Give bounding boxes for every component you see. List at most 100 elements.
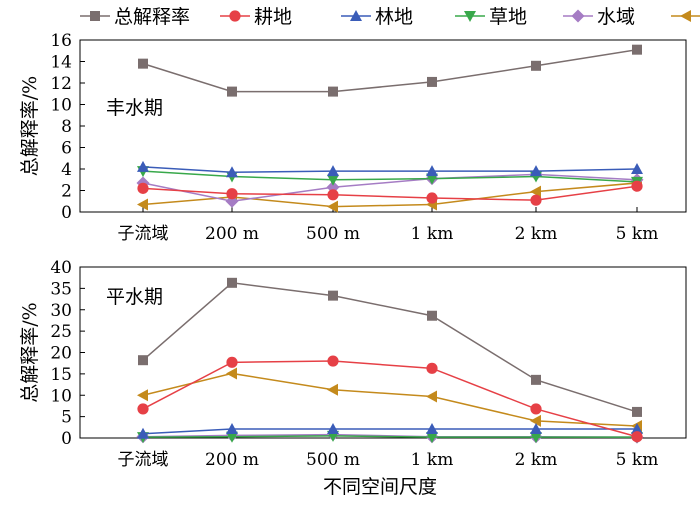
data-point	[137, 198, 148, 211]
series-草地	[137, 430, 643, 444]
x-tick-label: 子流域	[118, 224, 169, 244]
series-耕地	[137, 180, 643, 206]
y-tick-label: 0	[61, 429, 72, 449]
data-point	[138, 355, 148, 366]
data-point	[226, 166, 238, 178]
x-tick-label: 200 m	[205, 450, 259, 470]
legend-label: 林地	[375, 6, 413, 28]
legend-marker	[680, 10, 691, 22]
series-line	[142, 182, 638, 208]
legend-marker	[350, 10, 362, 21]
x-tick-label: 1 km	[411, 224, 454, 244]
series-耕地	[137, 355, 643, 443]
data-point	[631, 431, 643, 443]
series-line	[142, 435, 637, 438]
legend-entry: 草地	[455, 6, 527, 28]
data-point	[631, 180, 643, 192]
series-line	[142, 170, 638, 183]
series-城镇	[137, 367, 642, 433]
data-point	[426, 432, 438, 444]
x-tick-label: 500 m	[306, 450, 360, 470]
y-tick-label: 4	[61, 160, 72, 180]
data-point	[327, 165, 339, 177]
y-tick-label: 25	[50, 322, 72, 342]
series-line	[142, 185, 638, 201]
panel-title: 平水期	[106, 286, 163, 308]
data-point	[328, 290, 338, 301]
legend-marker	[464, 11, 476, 22]
series-林地	[137, 160, 643, 178]
data-point	[226, 356, 238, 368]
series-林地	[137, 423, 643, 439]
legend-entry: 林地	[341, 6, 413, 28]
data-point	[530, 423, 542, 435]
data-point	[327, 355, 339, 367]
legend-entry: 水域	[563, 6, 635, 28]
y-tick-label: 20	[50, 344, 72, 364]
y-tick-label: 10	[50, 386, 72, 406]
legend-entry: 总解释率	[80, 6, 190, 28]
data-point	[427, 76, 437, 87]
data-point	[327, 383, 338, 396]
y-tick-label: 14	[50, 53, 72, 73]
data-point	[530, 165, 542, 177]
data-point	[226, 431, 238, 443]
data-point	[137, 160, 149, 172]
legend: 总解释率 耕地 林地 草地 水域 城镇	[80, 6, 700, 28]
data-point	[138, 58, 148, 69]
y-tick-label: 30	[50, 301, 72, 321]
series-line	[142, 372, 638, 427]
data-point	[631, 163, 643, 174]
data-point	[631, 423, 643, 435]
y-tick-label: 16	[50, 31, 72, 51]
series-总解释率	[138, 44, 642, 97]
legend-marker	[90, 11, 100, 21]
data-point	[226, 367, 237, 380]
data-point	[531, 60, 541, 71]
x-tick-label: 2 km	[515, 450, 558, 470]
data-point	[426, 192, 438, 204]
y-tick-label: 40	[50, 258, 72, 278]
legend-marker	[571, 9, 585, 23]
data-point	[426, 390, 437, 403]
series-line	[142, 360, 638, 438]
data-point	[137, 389, 148, 402]
data-point	[137, 427, 149, 439]
data-point	[227, 86, 237, 97]
data-point	[327, 200, 338, 213]
series-总解释率	[138, 277, 642, 417]
data-point	[328, 86, 338, 97]
data-point	[531, 374, 541, 385]
data-point	[327, 174, 339, 186]
y-tick-label: 8	[61, 117, 72, 137]
data-point	[426, 362, 438, 374]
x-tick-label: 5 km	[616, 450, 659, 470]
data-point	[226, 423, 238, 435]
x-tick-label: 子流域	[118, 450, 169, 470]
y-tick-label: 12	[50, 74, 72, 94]
data-point	[632, 406, 642, 417]
data-point	[227, 277, 237, 288]
y-axis-label: 总解释率/%	[19, 76, 41, 176]
y-tick-label: 15	[50, 365, 72, 385]
data-point	[530, 194, 542, 206]
data-point	[427, 310, 437, 321]
data-point	[426, 173, 438, 185]
y-tick-label: 2	[61, 182, 72, 202]
legend-label: 水域	[597, 6, 635, 28]
x-tick-label: 5 km	[616, 224, 659, 244]
data-point	[530, 403, 542, 415]
legend-label: 耕地	[254, 6, 292, 28]
data-point	[632, 44, 642, 55]
data-point	[426, 165, 438, 177]
y-tick-label: 35	[50, 279, 72, 299]
series-line	[142, 166, 638, 173]
plot-frame	[79, 266, 687, 439]
series-草地	[137, 166, 643, 188]
data-point	[530, 185, 541, 198]
series-line	[142, 173, 638, 203]
legend-entry: 城镇	[671, 10, 700, 22]
